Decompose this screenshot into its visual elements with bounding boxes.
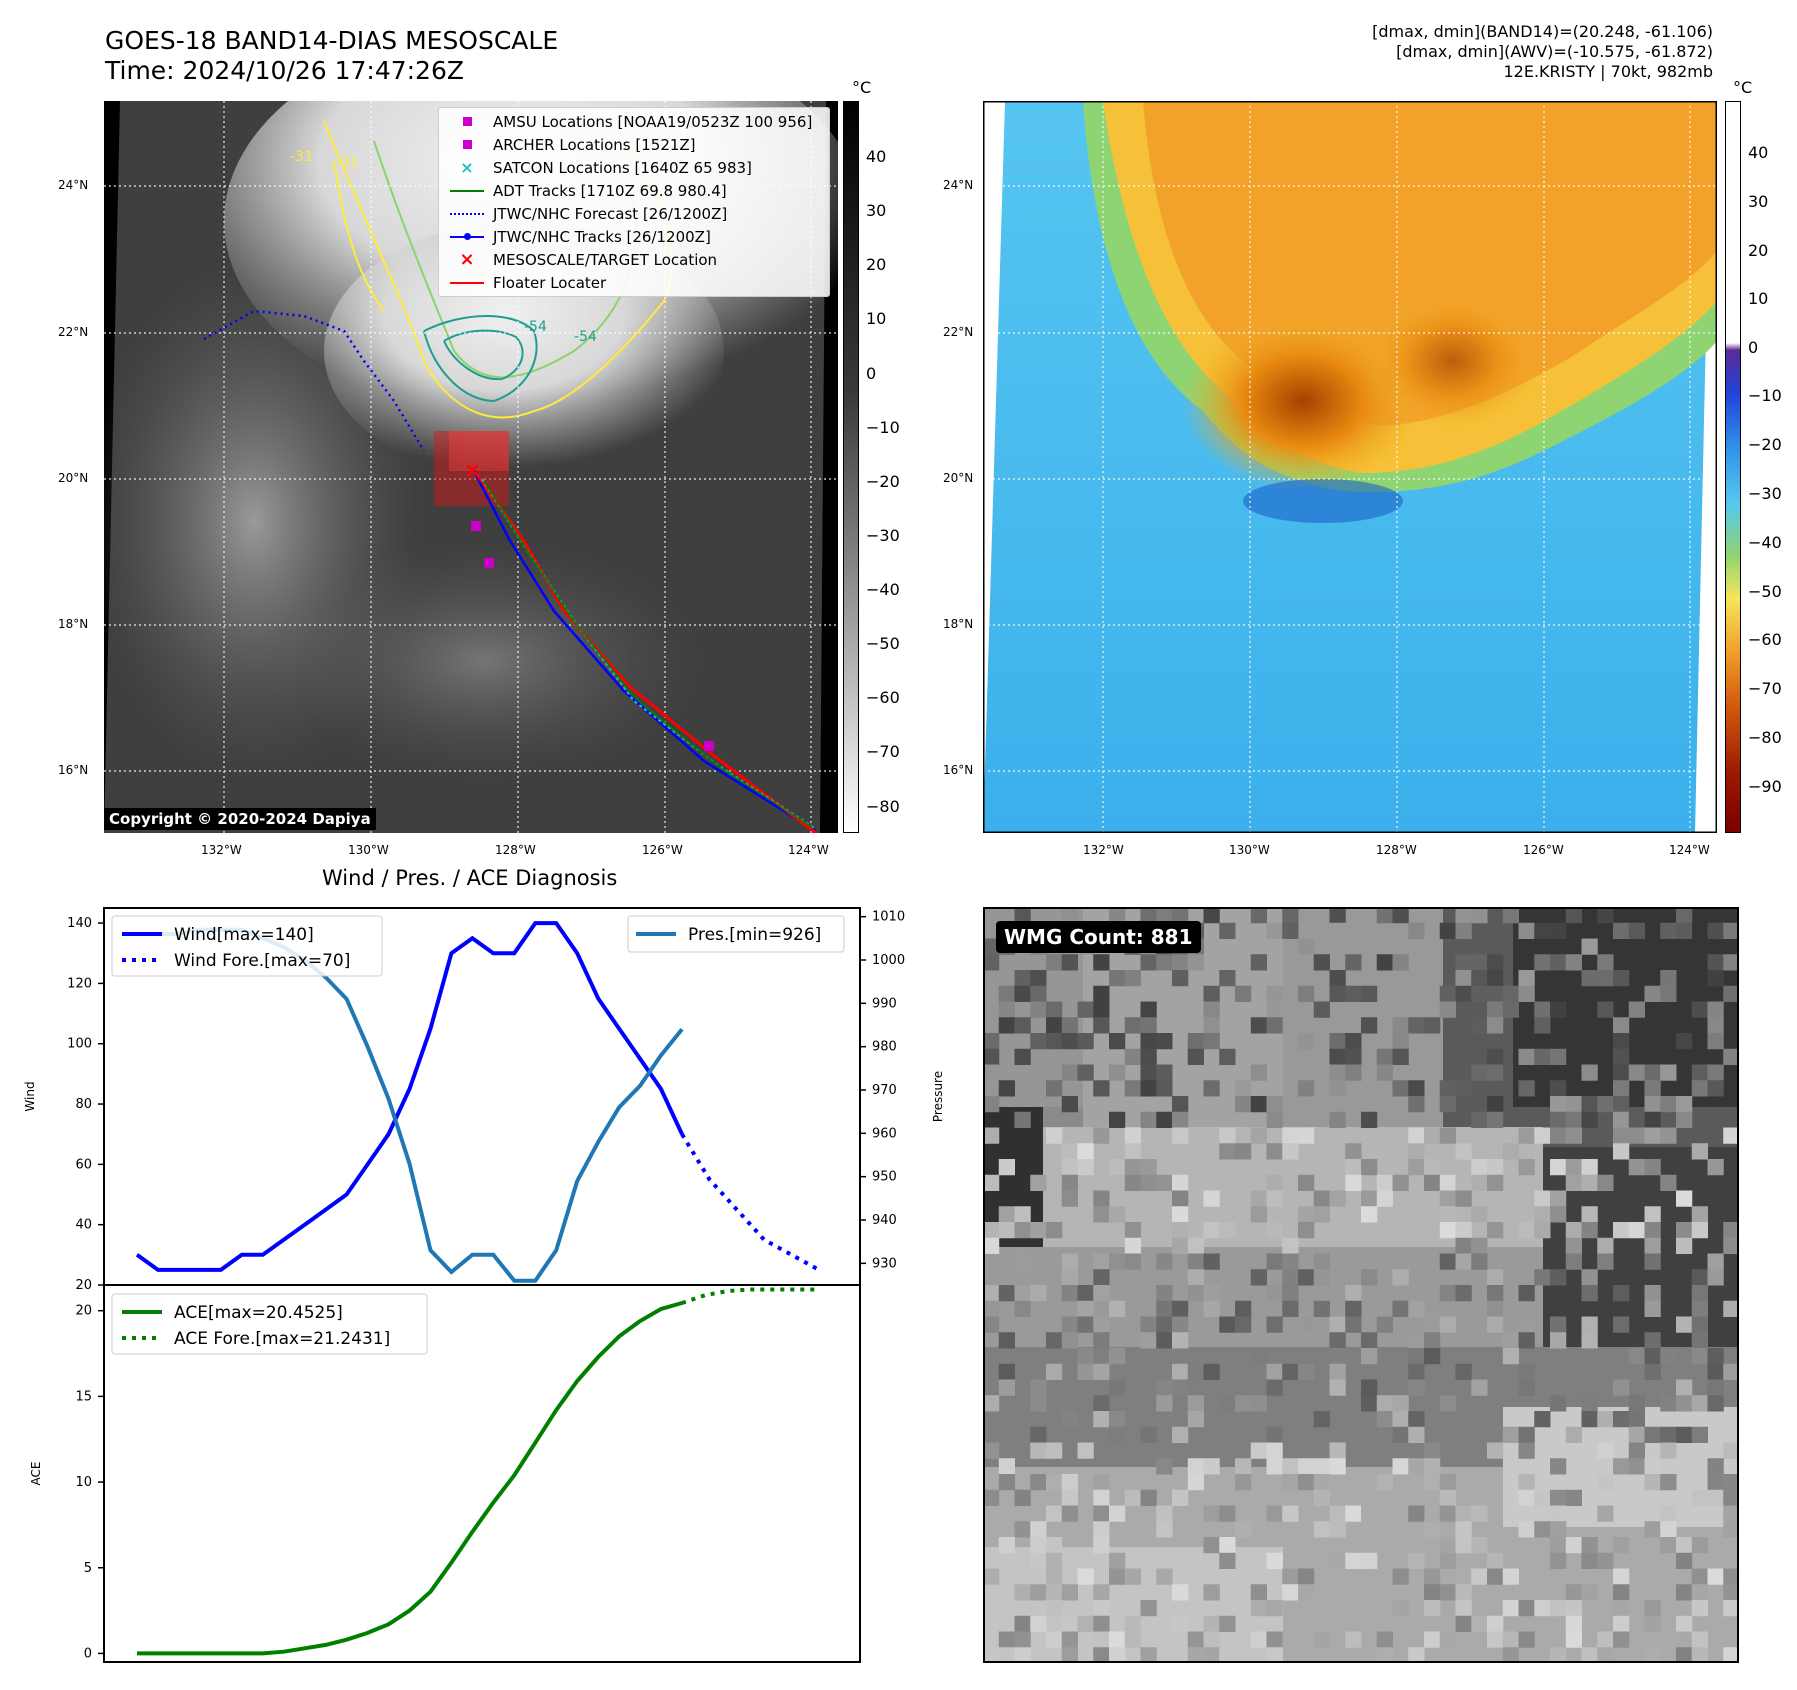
ir-legend: AMSU Locations [NOAA19/0523Z 100 956] AR… [438, 107, 830, 297]
target-marker: × [464, 458, 481, 482]
wmg-grid-map [983, 907, 1739, 1663]
awv-colorbar-unit: °C [1733, 78, 1753, 97]
y-tick-label: 0 [84, 1646, 92, 1661]
y-tick-label: 20 [75, 1278, 92, 1290]
contour-label: -31 [336, 155, 359, 171]
wmg-count-badge: WMG Count: 881 [996, 921, 1201, 953]
y-tick-label: 60 [75, 1157, 92, 1172]
title-line-2: Time: 2024/10/26 17:47:26Z [105, 56, 464, 85]
legend-item: JTWC/NHC Forecast [26/1200Z] [439, 202, 829, 225]
y-axis-label: ACE [29, 1462, 43, 1486]
legend-item: JTWC/NHC Tracks [26/1200Z] [439, 225, 829, 248]
series-line [135, 921, 684, 1272]
pressure-legend: Pres.[min=926] [627, 915, 845, 953]
info-line-2: [dmax, dmin](AWV)=(-10.575, -61.872) [1396, 42, 1713, 61]
contour-label: -31 [290, 149, 313, 165]
main-title: GOES-18 BAND14-DIAS MESOSCALE Time: 2024… [105, 26, 558, 86]
y2-axis-label: Pressure [931, 1071, 945, 1122]
y2-tick-label: 970 [872, 1083, 897, 1098]
series-line [681, 1287, 819, 1305]
ir-colorbar-unit: °C [852, 78, 872, 97]
info-line-1: [dmax, dmin](BAND14)=(20.248, -61.106) [1372, 22, 1713, 41]
green-line-icon [450, 189, 484, 192]
y-tick-label: 100 [67, 1037, 92, 1052]
red-x-icon: × [459, 249, 475, 270]
legend-box [111, 1293, 428, 1355]
wind-pressure-chart: 20 40 60 80 100 120 140 930 940 950 960 970 980 990 10… [23, 907, 945, 1290]
legend-box [627, 915, 845, 953]
copyright-label: Copyright © 2020-2024 Dapiya [104, 808, 376, 830]
y2-tick-label: 950 [872, 1170, 897, 1185]
graticule [983, 101, 1717, 833]
amsu-marker [471, 521, 481, 531]
legend-item: Floater Locater [439, 271, 829, 294]
title-line-1: GOES-18 BAND14-DIAS MESOSCALE [105, 26, 559, 55]
target-box [449, 431, 509, 471]
y2-tick-label: 930 [872, 1256, 897, 1271]
archer-marker [484, 558, 494, 568]
awv-colorbar [1725, 101, 1741, 833]
y-tick-label: 15 [75, 1389, 92, 1404]
contour-label: -54 [524, 319, 547, 335]
legend-item: ARCHER Locations [1521Z] [439, 133, 829, 156]
blue-dotted-line-icon [450, 212, 484, 215]
y2-tick-label: 1000 [872, 953, 905, 968]
wind-legend: Wind[max=140] Wind Fore.[max=70] [111, 915, 383, 977]
y-tick-label: 40 [75, 1218, 92, 1233]
y-axis-label: Wind [23, 1081, 37, 1111]
legend-item: × SATCON Locations [1640Z 65 983] [460, 158, 752, 177]
magenta-square-icon [462, 117, 472, 126]
y2-tick-label: 960 [872, 1126, 897, 1141]
y-tick-label: 10 [75, 1475, 92, 1490]
blue-line-dot-icon [450, 232, 484, 240]
y2-tick-label: 1010 [872, 910, 905, 925]
series-line [137, 1301, 683, 1656]
legend-label: ACE Fore.[max=21.2431] [174, 1329, 390, 1349]
magenta-square-icon [462, 140, 472, 149]
legend-box [111, 915, 383, 977]
info-line-3: 12E.KRISTY | 70kt, 982mb [1503, 62, 1714, 81]
contour-label: -54 [574, 329, 597, 345]
legend-item: ADT Tracks [1710Z 69.8 980.4] [439, 179, 829, 202]
diagnosis-title: Wind / Pres. / ACE Diagnosis [322, 866, 618, 890]
legend-label: ACE[max=20.4525] [174, 1303, 343, 1323]
red-line-icon [450, 281, 484, 284]
cyan-x-icon: × [460, 158, 474, 177]
y-tick-label: 80 [75, 1097, 92, 1112]
ace-chart: 0 5 10 15 20 ACE ACE[max=20.4525] ACE Fore.[max… [29, 1284, 861, 1663]
legend-label: Wind Fore.[max=70] [174, 951, 350, 971]
legend-label: Pres.[min=926] [688, 925, 821, 945]
ir-colorbar [843, 101, 859, 833]
legend-label: Wind[max=140] [174, 925, 314, 945]
info-block: [dmax, dmin](BAND14)=(20.248, -61.106) [… [1372, 22, 1713, 82]
y2-tick-label: 980 [872, 1040, 897, 1055]
y-tick-label: 5 [84, 1561, 92, 1576]
jtwc-track [472, 470, 817, 833]
legend-item: × MESOSCALE/TARGET Location [459, 249, 718, 270]
amsu-marker [704, 741, 714, 751]
forecast-track [203, 309, 426, 452]
y2-tick-label: 990 [872, 996, 897, 1011]
y-tick-label: 140 [67, 916, 92, 931]
awv-satellite-map [983, 101, 1717, 833]
y2-tick-label: 940 [872, 1213, 897, 1228]
target-box [434, 431, 509, 506]
series-line [680, 1133, 820, 1272]
ace-legend: ACE[max=20.4525] ACE Fore.[max=21.2431] [111, 1293, 428, 1355]
y-tick-label: 120 [67, 976, 92, 991]
y-tick-label: 20 [75, 1304, 92, 1319]
adt-track [483, 480, 813, 828]
legend-item: AMSU Locations [NOAA19/0523Z 100 956] [439, 110, 829, 133]
